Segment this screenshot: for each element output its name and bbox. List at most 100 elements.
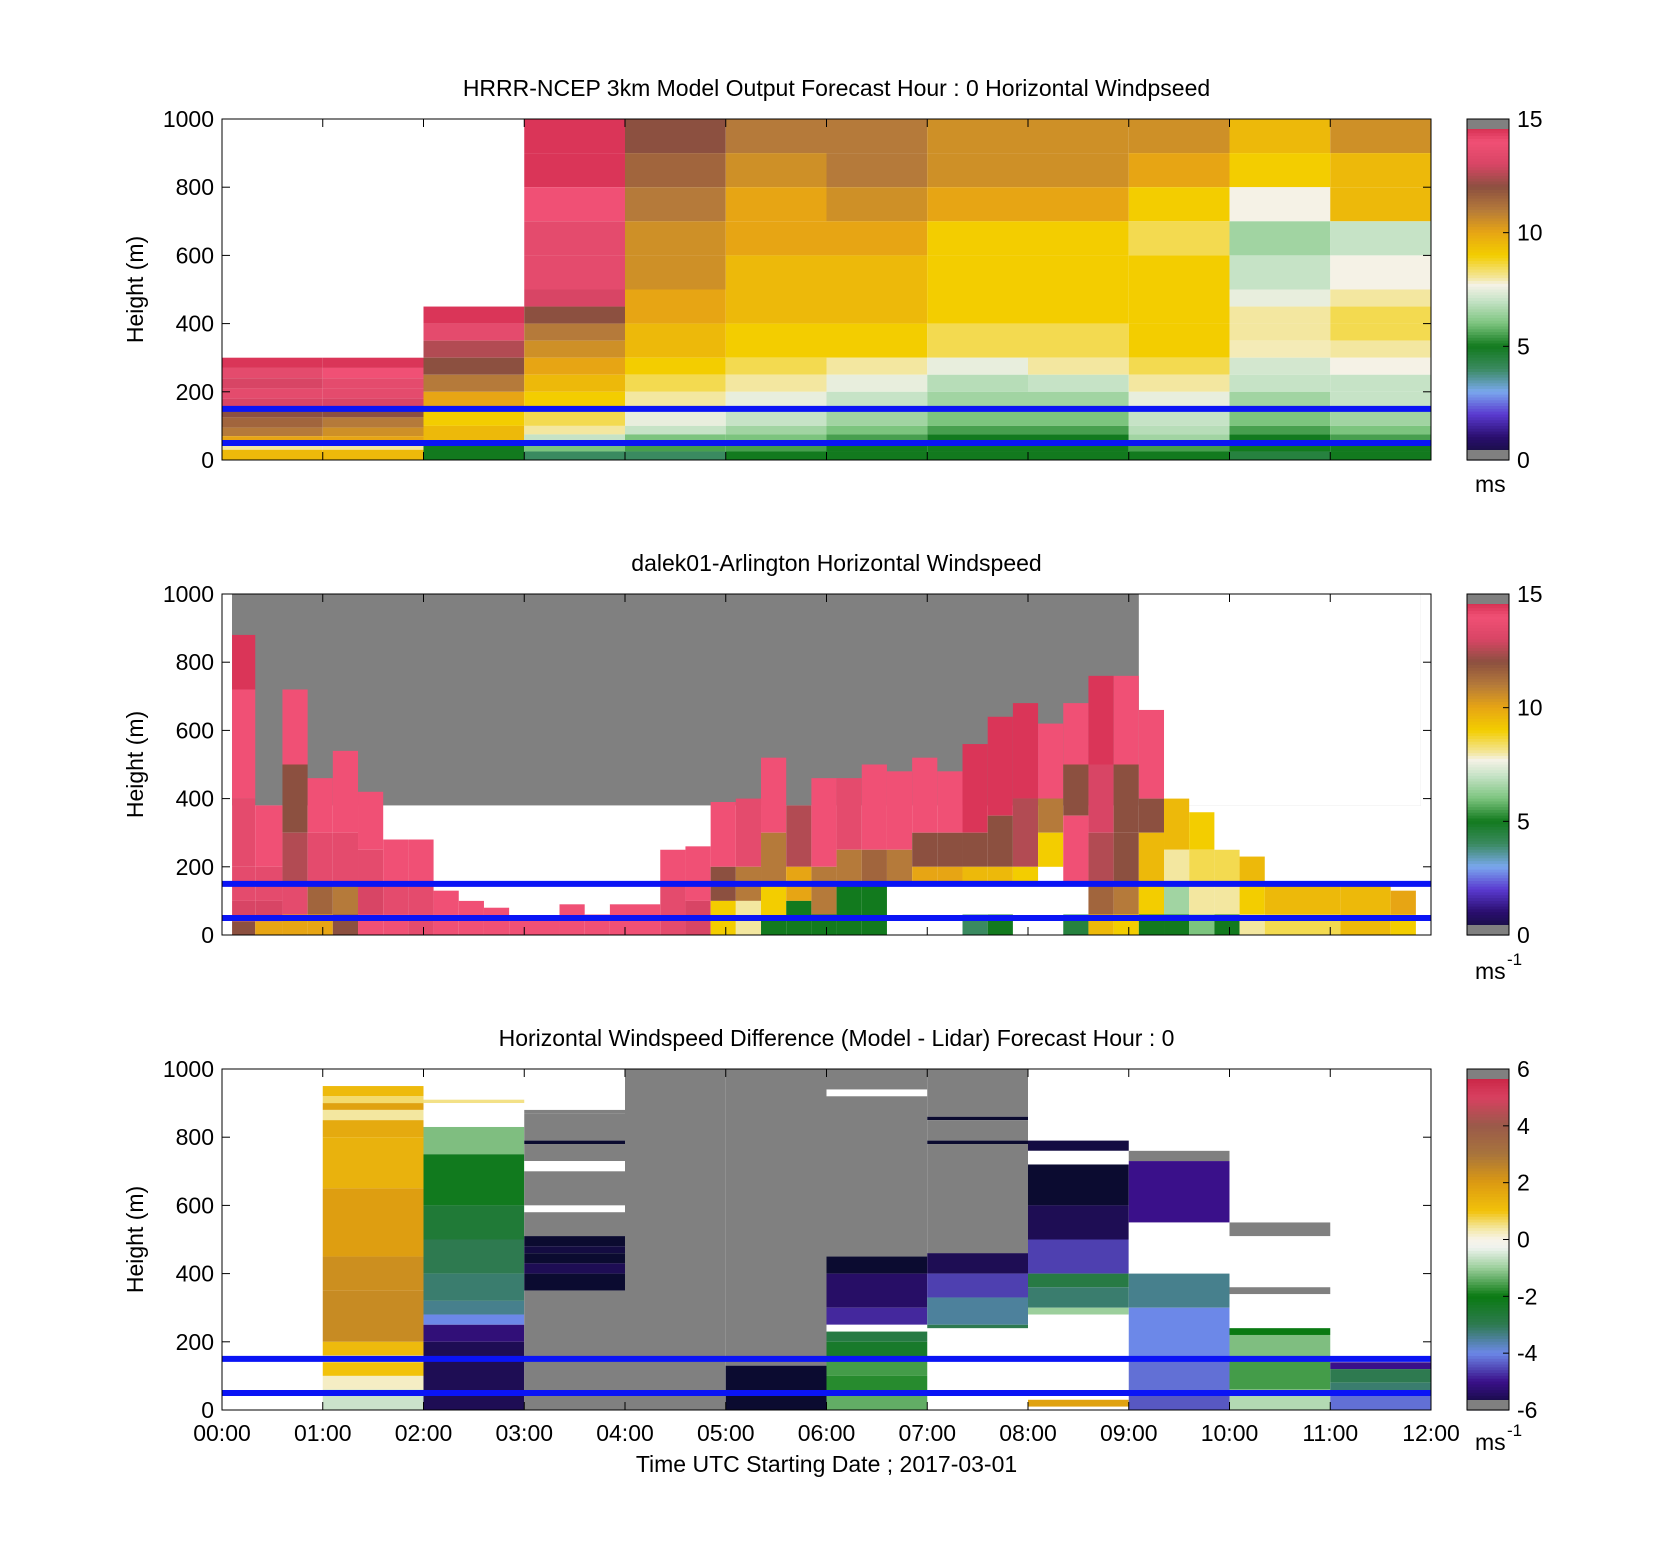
colorbar-swatch <box>1467 755 1509 760</box>
data-cell <box>322 1137 424 1189</box>
colorbar-swatch <box>1467 770 1509 774</box>
data-cell <box>886 849 913 884</box>
colorbar-swatch <box>1467 1120 1509 1124</box>
data-cell <box>222 357 323 368</box>
data-cell <box>927 408 1028 426</box>
data-column <box>483 907 510 935</box>
colorbar-swatch <box>1467 1100 1509 1104</box>
colorbar-swatch <box>1467 337 1509 342</box>
colorbar-swatch <box>1467 1236 1509 1241</box>
colorbar-swatch <box>1467 1080 1509 1084</box>
colorbar-swatch <box>1467 352 1509 356</box>
data-cell <box>1128 442 1230 452</box>
colorbar-swatch <box>1467 1250 1509 1255</box>
colorbar-swatch <box>1467 1188 1509 1192</box>
colorbar-swatch <box>1467 804 1509 808</box>
x-tick-label: 04:00 <box>596 1420 654 1446</box>
data-cell <box>1330 119 1431 154</box>
colorbar-swatch <box>1467 625 1509 629</box>
y-tick-label: 200 <box>176 854 214 880</box>
colorbar-swatch <box>1467 258 1509 262</box>
data-cell <box>332 883 359 915</box>
colorbar-swatch <box>1467 1370 1509 1374</box>
data-cell <box>524 1236 625 1247</box>
data-cell <box>524 374 625 392</box>
colorbar-swatch <box>1467 1284 1509 1289</box>
data-cell <box>1229 323 1331 341</box>
colorbar-swatch <box>1467 915 1509 919</box>
data-cell <box>1164 798 1190 850</box>
colorbar-swatch <box>1467 371 1509 376</box>
colorbar-swatch <box>1467 417 1509 421</box>
colorbar-unit-exponent: -1 <box>1507 950 1522 969</box>
data-cell <box>1229 340 1331 358</box>
colorbar-swatch <box>1467 670 1509 675</box>
x-tick-label: 06:00 <box>798 1420 856 1446</box>
data-cell <box>826 391 928 409</box>
colorbar-swatch <box>1467 801 1509 805</box>
data-cell <box>423 1239 525 1274</box>
data-column <box>685 846 711 935</box>
data-cell <box>1330 255 1431 290</box>
colorbar-swatch <box>1467 1083 1509 1087</box>
data-cell <box>524 408 625 426</box>
colorbar-tick-label: 0 <box>1517 922 1530 948</box>
colorbar-swatch <box>1467 917 1509 922</box>
colorbar-swatch <box>1467 616 1509 621</box>
data-cell <box>358 791 384 850</box>
colorbar-swatch <box>1467 406 1509 410</box>
data-cell <box>826 408 928 426</box>
colorbar-swatch <box>1467 275 1509 279</box>
colorbar-swatch <box>1467 150 1509 154</box>
data-cell <box>1330 1369 1431 1383</box>
data-cell <box>524 1103 625 1110</box>
data-cell <box>927 425 1028 435</box>
data-cell <box>1189 883 1215 915</box>
y-tick-label: 800 <box>176 649 214 675</box>
data-cell <box>625 323 726 358</box>
colorbar-swatch <box>1467 784 1509 788</box>
colorbar-swatch <box>1467 1358 1509 1363</box>
colorbar-swatch <box>1467 869 1509 874</box>
colorbar-swatch <box>1467 829 1509 834</box>
data-cell <box>423 357 525 375</box>
colorbar-tick-label: 5 <box>1517 808 1530 834</box>
colorbar-swatch <box>1467 181 1509 185</box>
data-cell <box>826 1307 928 1325</box>
data-cell <box>222 449 323 460</box>
colorbar-swatch <box>1467 764 1509 768</box>
data-cell <box>625 357 726 375</box>
colorbar-swatch <box>1467 155 1509 160</box>
data-cell <box>282 832 308 884</box>
data-column <box>1264 883 1341 935</box>
colorbar-swatch <box>1467 269 1509 274</box>
data-cell <box>1330 340 1431 358</box>
data-column <box>433 890 459 935</box>
data-cell <box>282 883 308 915</box>
colorbar-swatch <box>1467 920 1509 925</box>
data-cell <box>524 1140 625 1145</box>
colorbar-swatch <box>1467 781 1509 785</box>
colorbar-swatch <box>1467 1307 1509 1312</box>
data-cell <box>1028 1399 1129 1407</box>
colorbar-tick-label: 4 <box>1517 1113 1530 1139</box>
colorbar-swatch <box>1467 249 1509 254</box>
data-cell <box>660 883 686 935</box>
data-cell <box>1330 306 1431 324</box>
colorbar-swatch <box>1467 201 1509 205</box>
data-cell <box>1229 255 1331 290</box>
colorbar-swatch <box>1467 167 1509 171</box>
colorbar-over <box>1467 1069 1509 1079</box>
data-cell <box>927 1144 1028 1254</box>
data-cell <box>322 1256 424 1291</box>
colorbar-swatch <box>1467 428 1509 433</box>
panel-2 <box>221 593 1510 936</box>
data-cell <box>1229 1222 1331 1237</box>
data-cell <box>433 890 459 915</box>
data-cell <box>1330 425 1431 435</box>
colorbar-frame <box>1466 593 1510 936</box>
colorbar-swatch <box>1467 1304 1509 1309</box>
data-cell <box>786 805 812 867</box>
colorbar-swatch <box>1467 1199 1509 1204</box>
x-tick-label: 10:00 <box>1201 1420 1259 1446</box>
